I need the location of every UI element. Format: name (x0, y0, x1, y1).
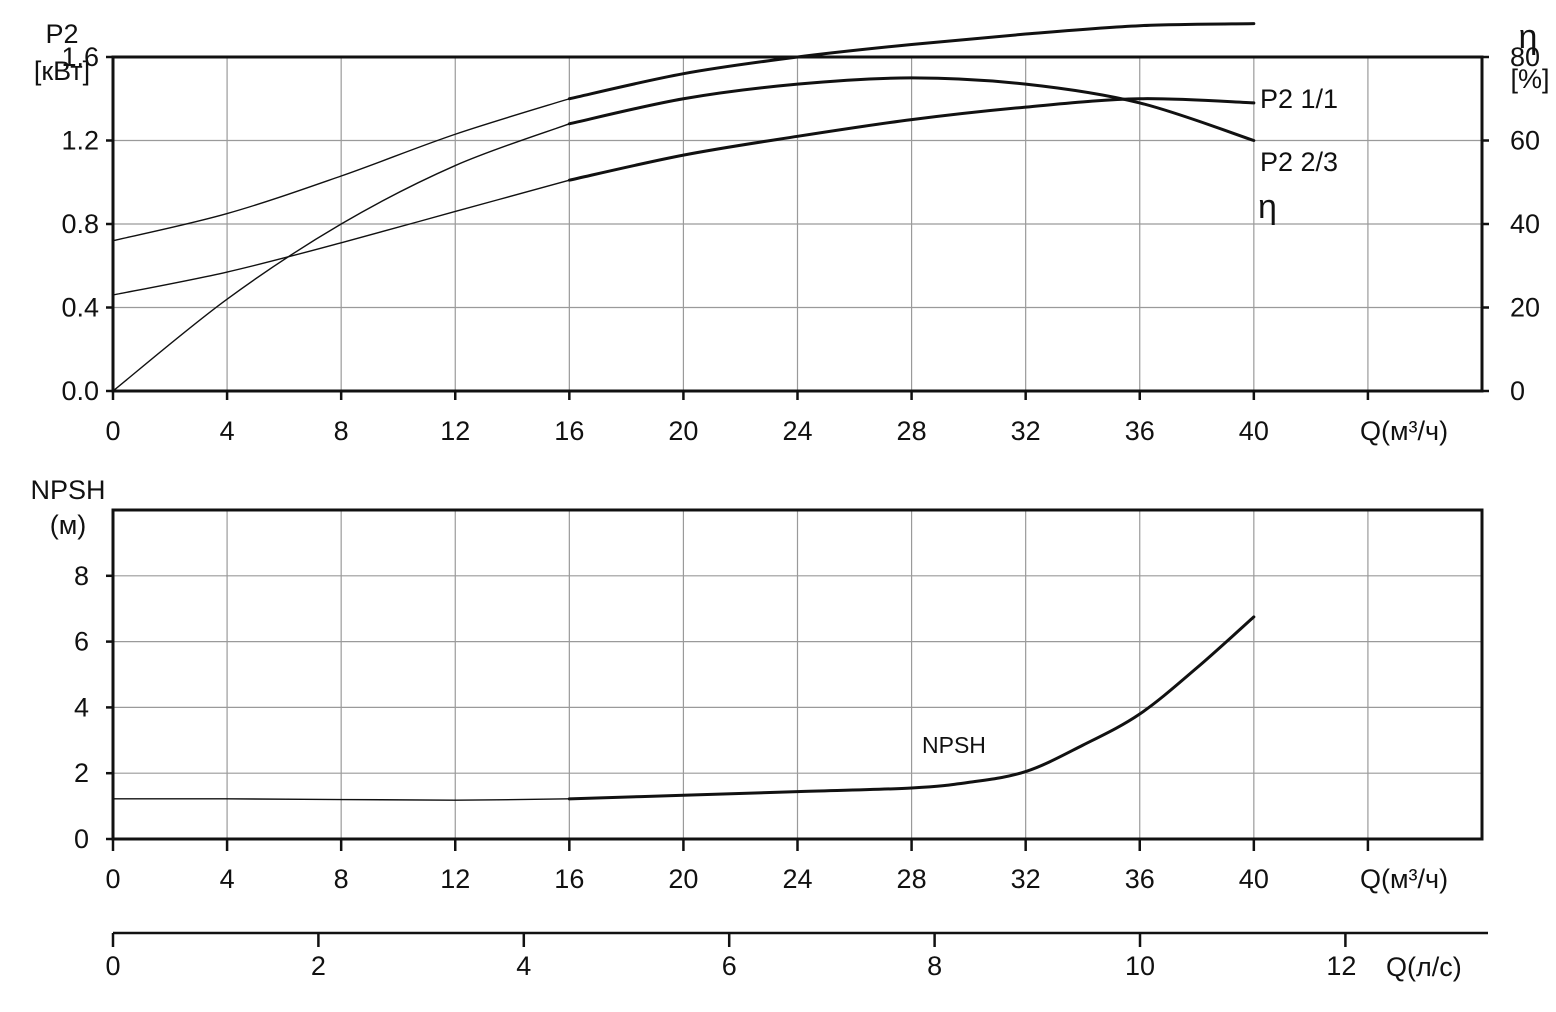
npsh-grid (113, 510, 1482, 839)
x-tick-label: 28 (897, 864, 927, 894)
left-y-tick-label: 0.8 (61, 209, 99, 239)
x-tick-label: 28 (897, 416, 927, 446)
npsh-axis-title-line1: NPSH (30, 475, 105, 505)
npsh-y-tick-label: 0 (74, 824, 89, 854)
efficiency-curve-extended (112, 123, 571, 392)
right-axis-title-line1: η (1519, 18, 1538, 56)
ls-tick-label: 12 (1326, 951, 1356, 981)
npsh-y-tick-label: 2 (74, 758, 89, 788)
power-efficiency-axes: 0.0 0.4 0.8 1.2 1.6 0 20 40 60 80 0 4 8 12 16 20 24 28 32 3… (61, 42, 1540, 446)
x-tick-label: 0 (105, 864, 120, 894)
ls-tick-label: 6 (722, 951, 737, 981)
right-y-tick-label: 80 (1510, 42, 1540, 72)
p2-two-thirds-curve-extended (112, 179, 571, 296)
right-y-tick-label: 40 (1510, 209, 1540, 239)
npsh-curve (567, 615, 1256, 801)
p2-two-thirds-curve (567, 97, 1256, 182)
x-tick-label: 36 (1125, 416, 1155, 446)
x-tick-label: 32 (1011, 416, 1041, 446)
ls-tick-label: 2 (311, 951, 326, 981)
x-tick-label: 36 (1125, 864, 1155, 894)
npsh-curve-extended (112, 798, 571, 801)
x-tick-label: 32 (1011, 864, 1041, 894)
ls-axis-title: Q(л/с) (1386, 952, 1462, 982)
right-y-tick-label: 20 (1510, 293, 1540, 323)
x-tick-label: 24 (782, 864, 812, 894)
left-y-tick-label: 1.2 (61, 126, 99, 156)
left-y-tick-label: 0.0 (61, 376, 99, 406)
x-tick-label: 20 (668, 416, 698, 446)
p2-full-curve (567, 22, 1256, 101)
npsh-y-tick-label: 8 (74, 561, 89, 591)
npsh-x-axis-title: Q(м³/ч) (1360, 864, 1448, 894)
ls-tick-label: 0 (105, 951, 120, 981)
flow-litres-per-second-axis: 0 2 4 6 8 10 12 (105, 931, 1488, 981)
series-label-p2-full: P2 1/1 (1260, 84, 1338, 114)
efficiency-curve (567, 76, 1256, 142)
npsh-y-tick-label: 4 (74, 692, 89, 722)
left-axis-title-line2: [кВт] (34, 56, 90, 86)
ls-tick-label: 4 (516, 951, 531, 981)
x-tick-label: 12 (440, 864, 470, 894)
npsh-axis-title-line2: (м) (50, 510, 87, 540)
x-tick-label: 16 (554, 864, 584, 894)
ls-tick-label: 8 (927, 951, 942, 981)
power-efficiency-curves (112, 22, 1256, 392)
npsh-y-tick-label: 6 (74, 627, 89, 657)
x-tick-label: 4 (220, 864, 235, 894)
left-y-tick-label: 1.6 (61, 42, 99, 72)
x-tick-label: 16 (554, 416, 584, 446)
x-tick-label: 8 (334, 416, 349, 446)
x-tick-label: 24 (782, 416, 812, 446)
left-axis-title-line1: P2 (45, 19, 78, 49)
top-x-axis-title: Q(м³/ч) (1360, 416, 1448, 446)
x-tick-label: 12 (440, 416, 470, 446)
right-axis-title-line2: [%] (1510, 64, 1549, 94)
series-label-p2-two-thirds: P2 2/3 (1260, 147, 1338, 177)
ls-tick-label: 10 (1125, 951, 1155, 981)
right-y-tick-label: 0 (1510, 376, 1525, 406)
series-label-efficiency: η (1258, 188, 1277, 226)
p2-full-curve-extended (112, 98, 571, 242)
npsh-curves (112, 615, 1256, 801)
x-tick-label: 40 (1239, 864, 1269, 894)
x-tick-label: 4 (220, 416, 235, 446)
left-y-tick-label: 0.4 (61, 293, 99, 323)
x-tick-label: 40 (1239, 416, 1269, 446)
x-tick-label: 0 (105, 416, 120, 446)
x-tick-label: 8 (334, 864, 349, 894)
series-label-npsh: NPSH (922, 732, 986, 758)
right-y-tick-label: 60 (1510, 126, 1540, 156)
x-tick-label: 20 (668, 864, 698, 894)
